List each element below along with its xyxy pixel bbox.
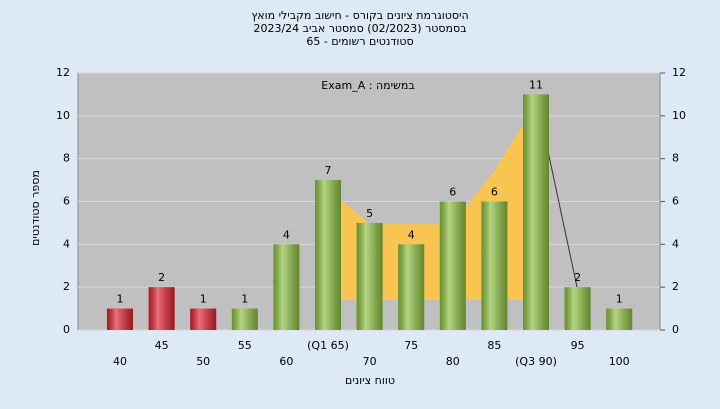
data-label: 1	[117, 293, 124, 306]
x-tick-label: 95	[571, 339, 585, 352]
bar-shade	[481, 201, 508, 330]
x-tick-label: 100	[609, 355, 630, 368]
bar-shade	[564, 287, 591, 330]
bar-shade	[606, 308, 633, 330]
chart-subtitle: בסמסטר (02/2023) סמסטר אביב 2023/24	[253, 22, 466, 35]
x-tick-label: 45	[155, 339, 169, 352]
chart-title: היסטוגרמת ציונים בקורס - חישוב מקבילי מו…	[251, 9, 468, 22]
y-tick-label: 2	[63, 280, 70, 293]
data-label: 6	[449, 186, 456, 199]
x-tick-label: 40	[113, 355, 127, 368]
data-label: 1	[200, 293, 207, 306]
y-tick-label: 6	[63, 195, 70, 208]
data-label: 4	[283, 228, 290, 241]
bar-shade	[107, 308, 133, 330]
data-label: 2	[574, 271, 581, 284]
y2-tick-label: 2	[672, 280, 679, 293]
y2-tick-label: 12	[672, 66, 686, 79]
y2-tick-label: 0	[672, 323, 679, 336]
x-tick-label: 60	[279, 355, 293, 368]
annotation: Exam_A : במשימה	[321, 79, 414, 92]
bar-shade	[398, 244, 425, 330]
bar-shade	[315, 180, 341, 330]
x-tick-label: 80	[446, 355, 460, 368]
x-axis-label: טווח ציונים	[345, 374, 395, 387]
y-tick-label: 4	[63, 237, 70, 250]
data-label: 5	[366, 207, 373, 220]
bar-shade	[273, 244, 300, 330]
data-label: 11	[529, 78, 543, 91]
chart-subtitle: סטודנטים רשומים - 65	[306, 35, 413, 48]
y2-tick-label: 4	[672, 237, 679, 250]
x-tick-label: 75	[404, 339, 418, 352]
data-label: 4	[408, 228, 415, 241]
data-label: 7	[325, 164, 332, 177]
y-axis-label: מספר סטודנטים	[29, 170, 42, 246]
data-label: 2	[158, 271, 165, 284]
y-tick-label: 0	[63, 323, 70, 336]
x-tick-label: 50	[196, 355, 210, 368]
x-tick-label: (Q3 90)	[515, 355, 557, 368]
bar-shade	[148, 287, 175, 330]
y2-tick-label: 8	[672, 152, 679, 165]
x-tick-label: 55	[238, 339, 252, 352]
y-tick-label: 12	[56, 66, 70, 79]
y-tick-label: 8	[63, 152, 70, 165]
y-tick-label: 10	[56, 109, 70, 122]
bar-shade	[439, 201, 466, 330]
y2-tick-label: 10	[672, 109, 686, 122]
data-label: 6	[491, 186, 498, 199]
x-tick-label: 85	[487, 339, 501, 352]
bar-shade	[523, 94, 549, 331]
x-tick-label: 70	[363, 355, 377, 368]
bar-shade	[356, 222, 383, 330]
bar-shade	[231, 308, 258, 330]
x-tick-label: (Q1 65)	[307, 339, 349, 352]
data-label: 1	[616, 293, 623, 306]
bar-shade	[190, 308, 217, 330]
data-label: 1	[241, 293, 248, 306]
y2-tick-label: 6	[672, 195, 679, 208]
